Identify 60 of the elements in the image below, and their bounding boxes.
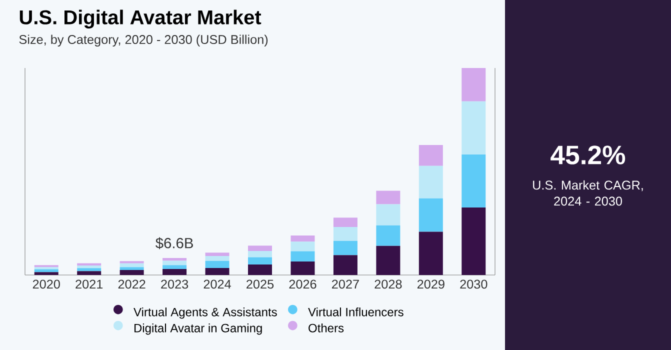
bar [418,232,443,275]
x-tick-label: 2028 [374,280,402,289]
legend-label: Virtual Agents & Assistants [134,308,277,319]
bar [248,257,272,264]
bar [333,226,358,241]
bar [34,272,58,275]
annotation: $6.6B [156,237,193,250]
bar [205,260,230,268]
bar [34,269,58,272]
bar [290,251,315,262]
bar [333,218,358,227]
x-tick-label: 2027 [332,280,359,289]
bar [290,242,315,252]
bar [248,264,272,275]
bar [77,268,102,272]
bar [205,256,230,261]
x-tick-label: 2020 [32,280,60,289]
bar [462,101,486,155]
x-tick-label: 2024 [204,280,231,289]
bar [462,208,486,275]
bar [162,269,187,275]
text: 45.2% [550,146,626,164]
bar [162,258,187,261]
legend-label: Virtual Influencers [308,308,404,316]
bar [333,255,358,275]
bar [290,235,315,242]
bar [376,204,400,226]
x-tick-label: 2026 [289,280,316,289]
bar [290,262,315,275]
bar [418,145,443,166]
x-tick-label: 2025 [246,280,274,289]
bar [162,265,187,269]
bar [120,270,144,275]
bar [376,225,400,246]
bar [462,154,486,208]
bar [205,268,230,275]
bar [376,190,400,204]
bar [77,265,102,268]
x-tick-label: 2021 [76,280,103,289]
bar [77,271,102,275]
x-tick-label: 2029 [417,280,444,289]
chart-title: U.S. Digital Avatar Market [20,10,262,28]
x-tick-label: 2023 [161,280,188,289]
bar [418,198,443,232]
chart-subtitle: Size, by Category, 2020 - 2030 (USD Billion) [19,34,268,47]
bar [205,252,230,256]
bar [248,246,272,251]
bar [162,260,187,266]
bar [333,240,358,256]
bar [120,267,144,270]
legend-label: Others [308,324,344,332]
bar [462,68,486,102]
bar [120,263,144,268]
text: U.S. Market CAGR, 2024 - 2030 [533,180,643,206]
bar [376,246,400,275]
bar [418,166,443,198]
bar [248,250,272,258]
x-tick-label: 2030 [460,280,488,289]
x-tick-label: 2022 [118,280,146,289]
legend-label: Digital Avatar in Gaming [134,324,262,335]
